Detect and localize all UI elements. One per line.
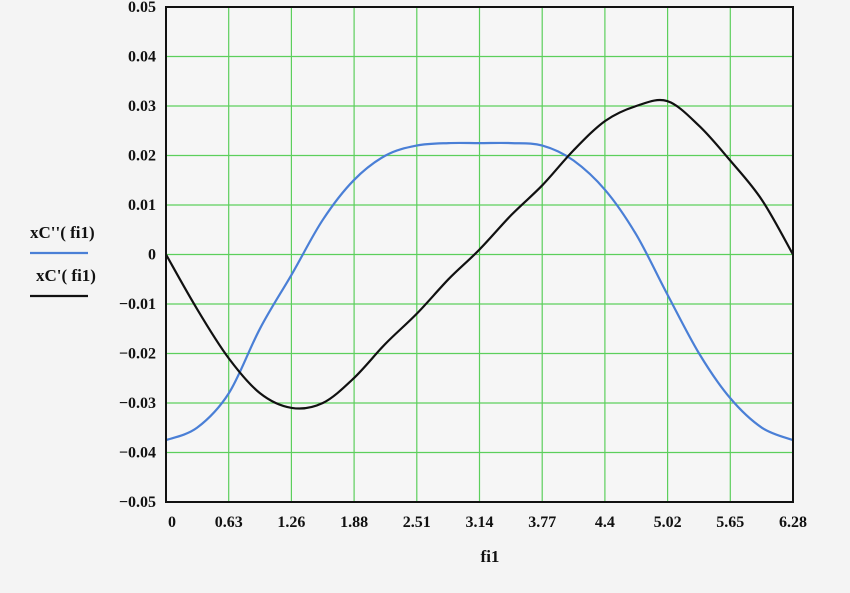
x-tick-labels: 0 0.63 1.26 1.88 2.51 3.14 3.77 4.4 5.02 5.65 6.28 bbox=[168, 514, 807, 531]
x-tick-label: 0 bbox=[168, 514, 176, 531]
legend: xC''( fi1) xC'( fi1) bbox=[30, 223, 96, 298]
x-tick-label: 4.4 bbox=[595, 514, 615, 531]
y-tick-label: 0.02 bbox=[128, 148, 156, 165]
y-tick-label: 0 bbox=[148, 247, 156, 264]
x-tick-label: 3.77 bbox=[528, 514, 556, 531]
series-line-1 bbox=[165, 141, 794, 442]
x-tick-label: 0.63 bbox=[215, 514, 243, 531]
x-tick-label: 2.51 bbox=[403, 514, 431, 531]
legend-label-1: xC''( fi1) bbox=[30, 223, 95, 242]
x-tick-label: 5.65 bbox=[716, 514, 744, 531]
legend-label-2: xC'( fi1) bbox=[36, 266, 96, 285]
x-tick-label: 3.14 bbox=[466, 514, 494, 531]
series-layer bbox=[165, 98, 794, 442]
y-tick-label: 0.01 bbox=[128, 197, 156, 214]
y-tick-label: 0.04 bbox=[128, 49, 156, 66]
grid-lines bbox=[166, 7, 793, 502]
series-line-2 bbox=[165, 98, 794, 410]
y-tick-label: −0.02 bbox=[119, 346, 156, 363]
y-tick-label: 0.03 bbox=[128, 98, 156, 115]
x-tick-label: 6.28 bbox=[779, 514, 807, 531]
x-tick-label: 1.26 bbox=[277, 514, 305, 531]
y-tick-label: 0.05 bbox=[128, 0, 156, 16]
y-tick-label: −0.01 bbox=[119, 296, 156, 313]
x-tick-label: 5.02 bbox=[654, 514, 682, 531]
y-tick-label: −0.03 bbox=[119, 395, 156, 412]
x-axis-title: fi1 bbox=[481, 547, 500, 566]
y-tick-labels: 0.05 0.04 0.03 0.02 0.01 0 −0.01 −0.02 −0.03 −0.0… bbox=[119, 0, 156, 511]
y-tick-label: −0.05 bbox=[119, 494, 156, 511]
plot-frame bbox=[165, 6, 794, 503]
y-tick-label: −0.04 bbox=[119, 445, 156, 462]
x-tick-label: 1.88 bbox=[340, 514, 368, 531]
